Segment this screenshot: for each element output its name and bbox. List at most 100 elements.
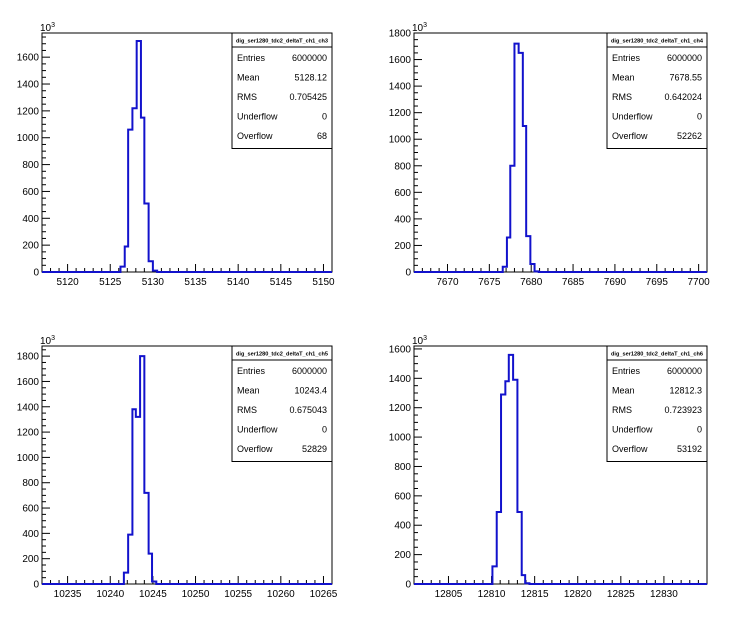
x-tick-label: 12820 [564,589,592,600]
stats-box [606,345,708,462]
stats-value: 0 [697,112,702,122]
histogram-line [42,40,332,273]
x-tick-label: 5130 [142,277,165,288]
histogram-line [42,355,332,585]
y-tick-label: 0 [33,580,39,591]
y-tick-label: 1200 [389,108,412,119]
stats-value: 6000000 [667,366,702,376]
stats-value: 0 [697,425,702,435]
stats-value: 0 [322,112,327,122]
histogram-panel-4: 0 200 400 600 800 1000 1200 1400 1600 12805 12810 1… [389,335,708,600]
y-tick-label: 600 [394,188,411,199]
x-tick-label: 7675 [478,277,501,288]
x-tick-label: 5120 [56,277,79,288]
y-tick-label: 800 [22,478,39,489]
stats-label: RMS [612,405,632,415]
x-tick-label: 5125 [99,277,122,288]
stats-value: 53192 [677,444,702,454]
histogram-panel-1: 0 200 400 600 800 1000 1200 1400 1600 5120 5125 513… [17,22,335,288]
stats-value: 6000000 [292,366,327,376]
stats-title: dig_ser1280_tdc2_deltaT_ch1_ch5 [236,352,328,358]
x-tick-label: 5135 [184,277,207,288]
x-tick-label: 7695 [646,277,669,288]
stats-box [231,345,333,462]
stats-label: Entries [612,53,641,63]
x-tick-label: 10260 [267,589,295,600]
x-tick-label: 5150 [312,277,335,288]
y-tick-label: 1800 [17,352,40,363]
y-exponent-label: 103 [40,22,55,34]
stats-value: 68 [317,131,327,141]
y-tick-label: 0 [405,580,411,591]
y-exponent-label: 103 [412,335,427,347]
y-tick-label: 600 [22,504,39,515]
x-tick-label: 5145 [270,277,293,288]
histogram-line [414,42,707,273]
y-tick-label: 1000 [17,453,40,464]
stats-value: 6000000 [292,53,327,63]
x-tick-label: 10255 [224,589,252,600]
stats-label: RMS [237,405,257,415]
histogram-panel-3: 0 200 400 600 800 1000 1200 1400 1600 1800 10235 10… [17,335,338,600]
x-tick-label: 7685 [562,277,585,288]
stats-label: Underflow [237,425,278,435]
y-tick-label: 800 [22,160,39,171]
stats-label: Entries [237,366,266,376]
x-tick-label: 12830 [650,589,678,600]
histogram-panel-2: 0 200 400 600 800 1000 1200 1400 1600 1800 7670 767… [389,22,710,288]
stats-value: 0.675043 [289,405,327,415]
y-tick-label: 1600 [389,344,412,355]
stats-label: Underflow [612,425,653,435]
stats-value: 52829 [302,444,327,454]
stats-label: Overflow [612,131,648,141]
y-tick-label: 400 [22,529,39,540]
y-tick-label: 1600 [17,377,40,388]
y-tick-label: 600 [394,491,411,502]
histogram-line [414,353,707,585]
y-tick-label: 600 [22,187,39,198]
y-tick-label: 800 [394,462,411,473]
stats-value: 7678.55 [669,73,702,83]
stats-value: 5128.12 [294,73,327,83]
x-tick-label: 12805 [435,589,463,600]
stats-label: Overflow [612,444,648,454]
x-tick-label: 10265 [310,589,338,600]
stats-value: 0.705425 [289,92,327,102]
stats-value: 0 [322,425,327,435]
x-tick-label: 5140 [227,277,250,288]
stats-value: 6000000 [667,53,702,63]
y-tick-label: 1600 [389,55,412,66]
y-tick-label: 1400 [389,82,412,93]
stats-title: dig_ser1280_tdc2_deltaT_ch1_ch6 [611,352,703,358]
y-tick-label: 1400 [389,374,412,385]
stats-box [606,32,708,149]
x-tick-label: 7680 [520,277,543,288]
x-tick-label: 7670 [436,277,459,288]
stats-title: dig_ser1280_tdc2_deltaT_ch1_ch3 [236,39,328,45]
y-tick-label: 1800 [389,29,412,40]
x-tick-label: 7690 [604,277,627,288]
y-tick-label: 1400 [17,80,40,91]
x-tick-label: 12825 [607,589,635,600]
y-tick-label: 0 [33,268,39,279]
y-tick-label: 800 [394,161,411,172]
stats-value: 0.723923 [664,405,702,415]
stats-value: 0.642024 [664,92,702,102]
stats-label: RMS [237,92,257,102]
x-tick-label: 12810 [478,589,506,600]
stats-label: RMS [612,92,632,102]
y-tick-label: 1600 [17,53,40,64]
stats-value: 10243.4 [294,386,327,396]
stats-label: Entries [237,53,266,63]
x-tick-label: 10235 [54,589,82,600]
y-tick-label: 200 [22,241,39,252]
x-tick-label: 10250 [182,589,210,600]
y-tick-label: 200 [394,241,411,252]
x-tick-label: 12815 [521,589,549,600]
stats-box [231,32,333,149]
y-tick-label: 200 [22,554,39,565]
stats-title: dig_ser1280_tdc2_deltaT_ch1_ch4 [611,39,704,45]
stats-label: Overflow [237,444,273,454]
y-tick-label: 400 [22,214,39,225]
